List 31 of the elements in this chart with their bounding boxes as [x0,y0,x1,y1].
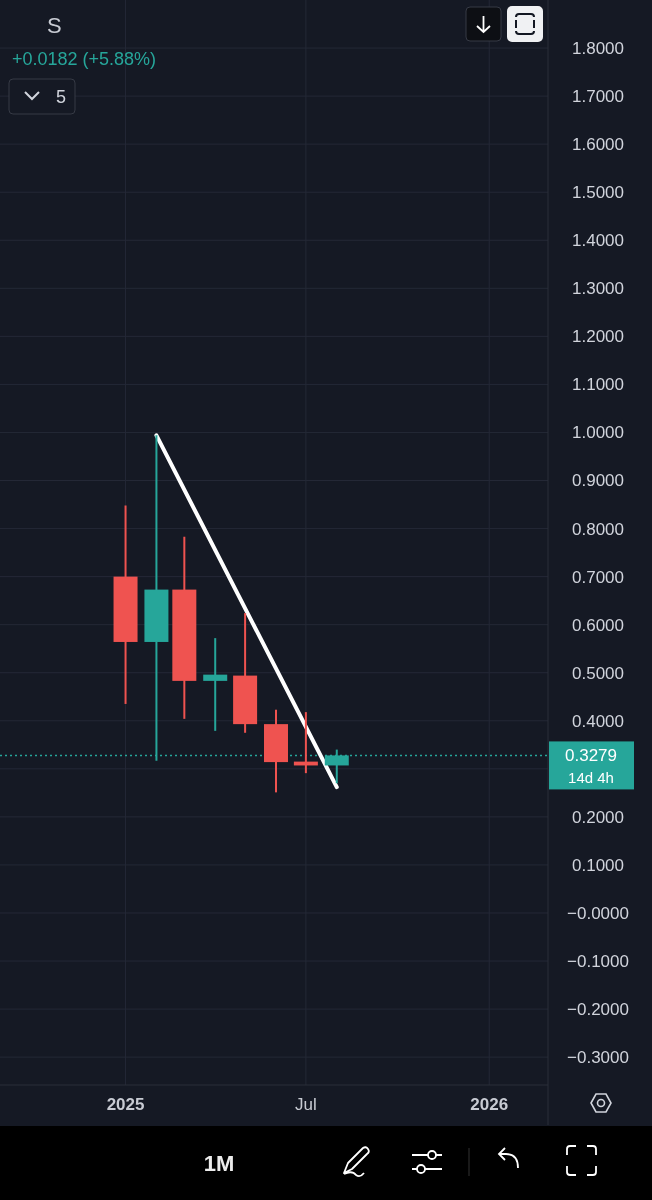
y-tick-label: 1.1000 [572,375,624,395]
y-tick-label: 0.2000 [572,807,624,827]
y-tick-label: 0.6000 [572,615,624,635]
y-tick-label: −0.0000 [567,903,629,923]
y-tick-label: 1.2000 [572,327,624,347]
y-tick-label: −0.2000 [567,1000,629,1020]
y-tick-label: 0.1000 [572,855,624,875]
x-tick-label: 2026 [470,1095,509,1114]
y-tick-label: 0.5000 [572,663,624,683]
y-tick-label: 0.9000 [572,471,624,491]
text: 1M [203,1151,235,1176]
text: 14d 4h [568,768,614,786]
y-tick-label: −0.3000 [567,1048,629,1068]
x-tick-label: 2025 [106,1095,145,1114]
y-tick-label: −0.1000 [567,951,629,971]
ref-line-label: 0.3279 [565,746,617,766]
annotation: 5 [55,87,67,107]
text: +0.0182 (+5.88%) [12,49,157,69]
y-tick-label: 1.6000 [572,135,624,155]
y-tick-label: 1.3000 [572,279,624,299]
candlestick [203,637,228,732]
y-tick-label: 1.8000 [572,39,624,58]
y-tick-label: 1.7000 [572,87,624,107]
text: S [47,13,62,38]
x-tick-label: Jul [295,1095,317,1114]
y-tick-label: 1.0000 [572,423,624,443]
y-tick-label: 1.5000 [572,183,624,203]
y-tick-label: 0.4000 [572,711,624,731]
y-tick-label: 1.4000 [572,231,624,251]
y-tick-label: 0.7000 [572,567,624,587]
y-tick-label: 0.8000 [572,519,624,539]
